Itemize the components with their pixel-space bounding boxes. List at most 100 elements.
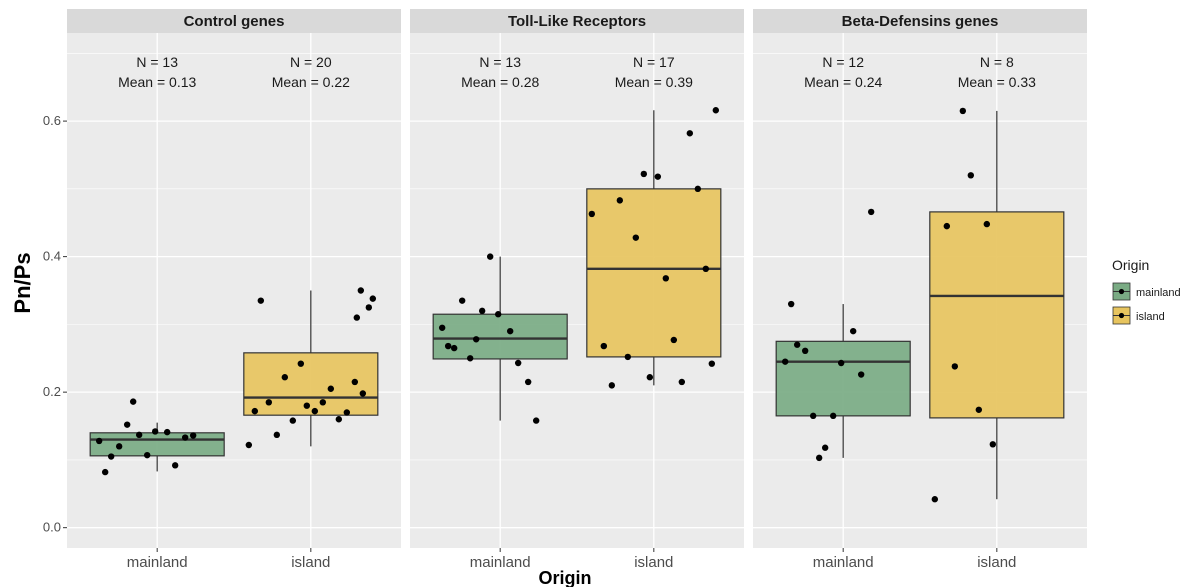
legend-label: mainland <box>1136 287 1181 299</box>
data-point <box>787 300 795 308</box>
data-point <box>506 327 514 335</box>
data-point <box>444 342 452 350</box>
data-point <box>967 172 975 179</box>
data-point <box>867 208 875 216</box>
x-tick-label: island <box>291 554 330 571</box>
data-point <box>959 107 967 115</box>
data-point <box>343 409 351 416</box>
box-island <box>586 188 722 358</box>
data-point <box>281 374 289 381</box>
data-point <box>821 444 829 451</box>
data-point <box>793 341 801 348</box>
mean-annotation: Mean = 0.28 <box>461 74 539 90</box>
y-axis-title: Pn/Ps <box>10 252 35 313</box>
y-tick-label: 0.0 <box>43 520 61 535</box>
legend-key-dot <box>1118 312 1125 319</box>
data-point <box>101 468 109 476</box>
n-annotation: N = 13 <box>479 54 521 70</box>
x-tick-label: mainland <box>813 554 874 571</box>
data-point <box>450 344 458 352</box>
facet-title: Control genes <box>184 13 285 30</box>
facet-panel: Toll-Like Receptors N = 13 Mean = 0.28 main… <box>410 9 744 571</box>
data-point <box>95 437 103 445</box>
data-point <box>532 417 540 424</box>
facet-strip <box>753 9 1087 33</box>
n-annotation: N = 13 <box>136 54 178 70</box>
legend-label: island <box>1136 311 1165 323</box>
data-point <box>624 353 632 361</box>
facet-title: Toll-Like Receptors <box>508 13 646 30</box>
x-tick-label: island <box>977 554 1016 571</box>
n-annotation: N = 8 <box>980 54 1014 70</box>
box-mainland <box>432 313 568 360</box>
n-annotation: N = 20 <box>290 54 332 70</box>
y-axis: 0.0 0.2 0.4 0.6 <box>43 113 67 535</box>
data-point <box>107 453 115 460</box>
data-point <box>486 253 494 260</box>
data-point <box>319 399 327 406</box>
data-point <box>123 421 131 428</box>
data-point <box>289 417 297 424</box>
data-point <box>951 363 959 370</box>
data-point <box>849 327 857 335</box>
data-point <box>369 295 377 302</box>
data-point <box>129 398 137 405</box>
data-point <box>466 355 474 362</box>
data-point <box>801 347 809 355</box>
data-point <box>311 407 319 415</box>
data-point <box>189 432 197 439</box>
data-point <box>478 307 486 315</box>
data-point <box>143 451 151 459</box>
data-point <box>781 358 789 365</box>
data-point <box>815 454 823 462</box>
facet-panel: Beta-Defensins genes N = 12 Mean = 0.24 mai… <box>753 9 1087 571</box>
mean-annotation: Mean = 0.39 <box>615 74 693 90</box>
facet-strip <box>410 9 744 33</box>
data-point <box>163 428 171 436</box>
data-point <box>171 462 179 469</box>
data-point <box>646 374 654 381</box>
data-point <box>694 185 702 193</box>
x-axis-title: Origin <box>539 568 592 587</box>
legend-items: mainland island <box>1112 282 1181 325</box>
data-point <box>265 399 273 406</box>
n-annotation: N = 12 <box>822 54 864 70</box>
data-point <box>588 210 596 218</box>
facet-title: Beta-Defensins genes <box>842 13 999 30</box>
n-annotation: N = 17 <box>633 54 675 70</box>
x-tick-label: mainland <box>127 554 188 571</box>
box-mainland <box>89 432 225 457</box>
data-point <box>303 402 311 409</box>
y-tick-label: 0.2 <box>43 384 61 399</box>
data-point <box>151 428 159 435</box>
data-point <box>297 360 305 367</box>
data-point <box>640 170 648 178</box>
legend-key-dot <box>1118 288 1125 295</box>
mean-annotation: Mean = 0.22 <box>272 74 350 90</box>
data-point <box>359 390 367 397</box>
data-point <box>273 431 281 439</box>
legend-item: mainland <box>1112 282 1181 301</box>
data-point <box>837 359 845 367</box>
data-point <box>438 324 446 331</box>
data-point <box>327 385 335 392</box>
data-point <box>524 378 532 386</box>
facet-strip <box>67 9 401 33</box>
data-point <box>632 234 640 241</box>
data-point <box>365 304 373 311</box>
data-point <box>686 130 694 137</box>
box-mainland <box>775 340 911 417</box>
data-point <box>989 441 997 448</box>
data-point <box>181 434 189 441</box>
legend-title: Origin <box>1112 257 1149 273</box>
x-tick-label: mainland <box>470 554 531 571</box>
data-point <box>809 412 817 420</box>
data-point <box>335 416 343 423</box>
data-point <box>931 496 939 503</box>
data-point <box>251 407 259 415</box>
data-point <box>494 311 502 318</box>
x-tick-label: island <box>634 554 673 571</box>
data-point <box>600 342 608 350</box>
